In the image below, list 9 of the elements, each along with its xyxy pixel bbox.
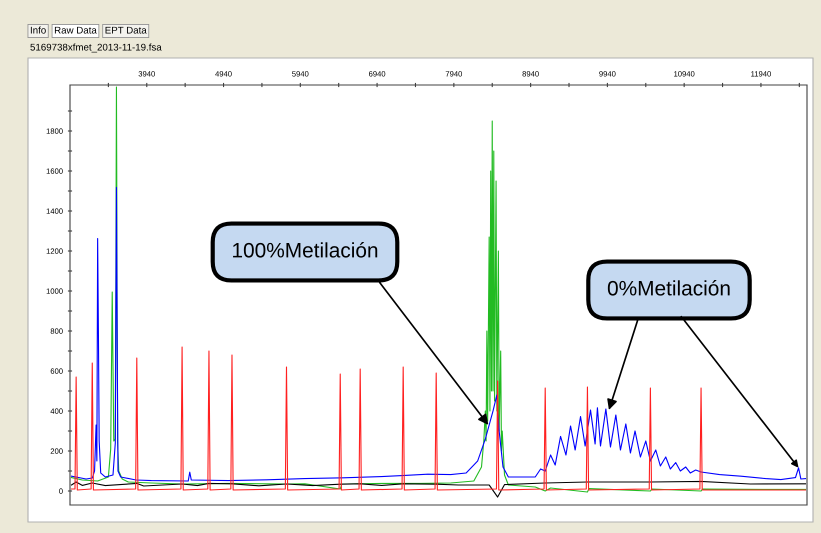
line-series bbox=[70, 186, 806, 482]
chart-title: 5169738xfmet_2013-11-19.fsa bbox=[30, 43, 162, 52]
line-series bbox=[70, 480, 806, 498]
annotation: 100%Metilación bbox=[233, 242, 378, 258]
line-series bbox=[70, 346, 806, 491]
text: Info bbox=[30, 26, 46, 34]
text: EPT Data bbox=[106, 26, 147, 34]
annotation: 0%Metilación bbox=[608, 280, 730, 296]
text: Raw Data bbox=[54, 26, 97, 34]
